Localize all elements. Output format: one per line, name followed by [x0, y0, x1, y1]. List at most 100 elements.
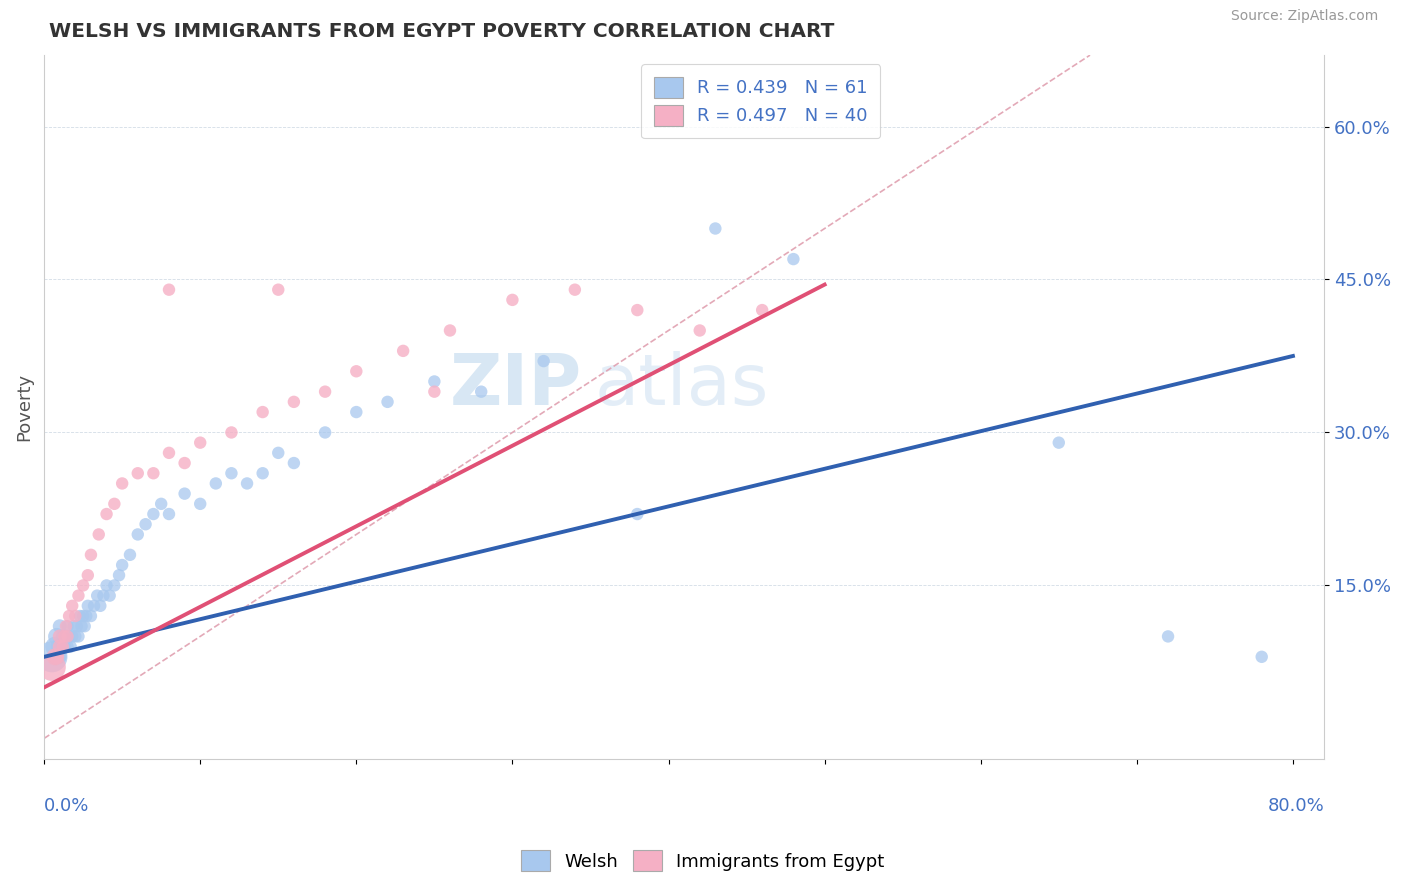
Point — [470, 384, 492, 399]
Point — [1250, 649, 1272, 664]
Text: 0.0%: 0.0% — [44, 797, 90, 815]
Point — [44, 640, 66, 654]
Point — [188, 435, 211, 450]
Point — [67, 629, 90, 643]
Point — [48, 649, 70, 664]
Point — [56, 619, 79, 633]
Text: ZIP: ZIP — [450, 351, 582, 420]
Point — [53, 629, 76, 643]
Point — [65, 629, 87, 643]
Point — [1047, 435, 1070, 450]
Point — [127, 527, 149, 541]
Legend: R = 0.439   N = 61, R = 0.497   N = 40: R = 0.439 N = 61, R = 0.497 N = 40 — [641, 64, 880, 138]
Point — [76, 599, 98, 613]
Point — [157, 283, 180, 297]
Point — [236, 476, 259, 491]
Point — [73, 619, 96, 633]
Point — [72, 609, 94, 624]
Point — [53, 640, 76, 654]
Point — [423, 384, 446, 399]
Point — [173, 486, 195, 500]
Point — [55, 629, 77, 643]
Point — [41, 660, 63, 674]
Point — [89, 599, 111, 613]
Point — [626, 303, 648, 318]
Legend: Welsh, Immigrants from Egypt: Welsh, Immigrants from Egypt — [515, 843, 891, 879]
Point — [75, 609, 97, 624]
Point — [46, 640, 69, 654]
Point — [93, 589, 115, 603]
Point — [252, 405, 274, 419]
Point — [127, 467, 149, 481]
Point — [41, 649, 63, 664]
Point — [173, 456, 195, 470]
Point — [86, 589, 108, 603]
Point — [58, 609, 80, 624]
Y-axis label: Poverty: Poverty — [15, 373, 32, 441]
Text: WELSH VS IMMIGRANTS FROM EGYPT POVERTY CORRELATION CHART: WELSH VS IMMIGRANTS FROM EGYPT POVERTY C… — [49, 22, 835, 41]
Point — [392, 343, 415, 358]
Point — [157, 507, 180, 521]
Point — [52, 629, 75, 643]
Point — [188, 497, 211, 511]
Point — [48, 629, 70, 643]
Point — [62, 619, 84, 633]
Point — [150, 497, 173, 511]
Point — [267, 283, 290, 297]
Text: atlas: atlas — [595, 351, 769, 420]
Point — [252, 467, 274, 481]
Point — [135, 517, 157, 532]
Point — [501, 293, 523, 307]
Point — [314, 425, 336, 440]
Point — [704, 221, 727, 235]
Point — [423, 375, 446, 389]
Point — [283, 395, 305, 409]
Point — [56, 640, 79, 654]
Point — [70, 619, 93, 633]
Text: Source: ZipAtlas.com: Source: ZipAtlas.com — [1230, 9, 1378, 23]
Point — [1157, 629, 1180, 643]
Point — [205, 476, 228, 491]
Text: 80.0%: 80.0% — [1267, 797, 1324, 815]
Point — [103, 578, 125, 592]
Point — [533, 354, 555, 368]
Point — [142, 507, 165, 521]
Point — [45, 649, 67, 664]
Point — [76, 568, 98, 582]
Point — [267, 446, 290, 460]
Point — [103, 497, 125, 511]
Point — [142, 467, 165, 481]
Point — [111, 476, 134, 491]
Point — [48, 640, 70, 654]
Point — [55, 619, 77, 633]
Point — [69, 609, 91, 624]
Point — [111, 558, 134, 572]
Point — [283, 456, 305, 470]
Point — [80, 609, 103, 624]
Point — [96, 507, 118, 521]
Point — [72, 578, 94, 592]
Point — [66, 619, 89, 633]
Point — [377, 395, 399, 409]
Point — [83, 599, 105, 613]
Point — [44, 649, 66, 664]
Point — [314, 384, 336, 399]
Point — [56, 629, 79, 643]
Point — [52, 640, 75, 654]
Point — [80, 548, 103, 562]
Point — [48, 619, 70, 633]
Point — [59, 640, 82, 654]
Point — [60, 599, 83, 613]
Point — [221, 467, 243, 481]
Point — [751, 303, 773, 318]
Point — [60, 629, 83, 643]
Point — [65, 609, 87, 624]
Point — [157, 446, 180, 460]
Point — [67, 589, 90, 603]
Point — [98, 589, 121, 603]
Point — [689, 323, 711, 337]
Point — [782, 252, 804, 266]
Point — [626, 507, 648, 521]
Point — [564, 283, 586, 297]
Point — [87, 527, 110, 541]
